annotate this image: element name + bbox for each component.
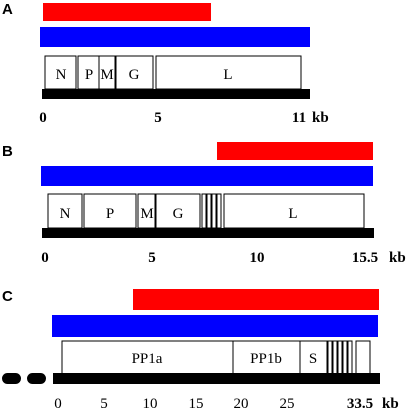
panel-b-small-orf-3	[211, 193, 217, 229]
panel-c-dash-1	[2, 373, 21, 384]
panel-a-unit: kb	[312, 110, 329, 126]
panel-c-tick-20: 20	[234, 396, 249, 412]
panel-a-gene-l	[155, 55, 302, 90]
panel-c-gene-pp1a-label: PP1a	[132, 351, 163, 367]
panel-b-gene-l-label: L	[288, 206, 297, 222]
panel-a-gene-m-label: M	[100, 67, 113, 83]
panel-c-small-orf-4	[342, 340, 348, 375]
panel-c-tick-15: 15	[189, 396, 204, 412]
panel-b-gene-g-label: G	[173, 206, 184, 222]
panel-c-tick-25: 25	[280, 396, 295, 412]
panel-b-tick-5: 5	[148, 250, 156, 266]
panel-a-label: A	[2, 1, 13, 18]
panel-b-gene-p-label: P	[106, 206, 114, 222]
panel-a-tick-0: 0	[39, 110, 47, 126]
panel-a-tick-5: 5	[154, 110, 162, 126]
panel-b-blue-bar	[41, 166, 373, 186]
panel-c-small-orf-1	[327, 340, 333, 375]
panel-b-gene-p	[83, 193, 137, 229]
panel-a-gene-p-label: P	[85, 67, 93, 83]
panel-b-gene-n-label: N	[60, 206, 71, 222]
panel-c-small-orf-5	[347, 340, 353, 375]
panel-c-dash-2	[27, 373, 46, 384]
panel-a-gene-n	[44, 55, 77, 90]
panel-b-unit: kb	[389, 250, 406, 266]
panel-b-red-bar	[217, 142, 373, 160]
panel-c-blue-bar	[52, 315, 378, 337]
panel-c-small-orf-3	[337, 340, 343, 375]
panel-c-gene-pp1b	[232, 340, 301, 375]
panel-b-small-orf-4	[216, 193, 222, 229]
panel-b-tick-15-5: 15.5	[352, 250, 378, 266]
panel-a-tick-11: 11	[292, 110, 306, 126]
panel-c: C PP1a PP1b S 0 5 10 15 20 25 33.5 kb	[2, 288, 399, 412]
panel-c-tick-33-5: 33.5	[347, 396, 373, 412]
panel-a: A N P M G L 0 5 11 kb	[2, 1, 329, 126]
panel-c-gene-s-label: S	[309, 351, 317, 367]
panel-b-tick-0: 0	[41, 250, 49, 266]
panel-c-unit: kb	[382, 396, 399, 412]
panel-b-tick-10: 10	[250, 250, 265, 266]
panel-a-gene-l-label: L	[223, 67, 232, 83]
panel-b-gene-m-label: M	[140, 206, 153, 222]
panel-b-label: B	[2, 143, 13, 160]
panel-c-gene-pp1a	[61, 340, 234, 375]
panel-c-red-bar	[133, 289, 379, 310]
panel-c-small-orf-6	[355, 340, 371, 375]
panel-b-gene-l	[223, 193, 365, 229]
panel-b: B N P M G L 0 5 10 15.5 kb	[2, 142, 406, 266]
panel-a-gene-g-label: G	[129, 67, 140, 83]
panel-c-small-orf-2	[332, 340, 338, 375]
panel-a-genome-bar	[42, 89, 310, 99]
panel-b-small-orf-1	[201, 193, 207, 229]
panel-c-tick-10: 10	[143, 396, 158, 412]
panel-c-gene-pp1b-label: PP1b	[250, 351, 282, 367]
panel-b-small-orf-2	[206, 193, 212, 229]
panel-a-gene-n-label: N	[56, 67, 67, 83]
panel-c-genome-bar	[53, 373, 380, 384]
panel-c-tick-0: 0	[54, 396, 62, 412]
panel-a-red-bar	[43, 3, 211, 21]
panel-c-tick-5: 5	[100, 396, 108, 412]
panel-a-blue-bar	[40, 27, 310, 47]
panel-a-gene-g	[115, 55, 154, 90]
panel-c-label: C	[2, 288, 13, 305]
panel-b-genome-bar	[42, 228, 374, 238]
